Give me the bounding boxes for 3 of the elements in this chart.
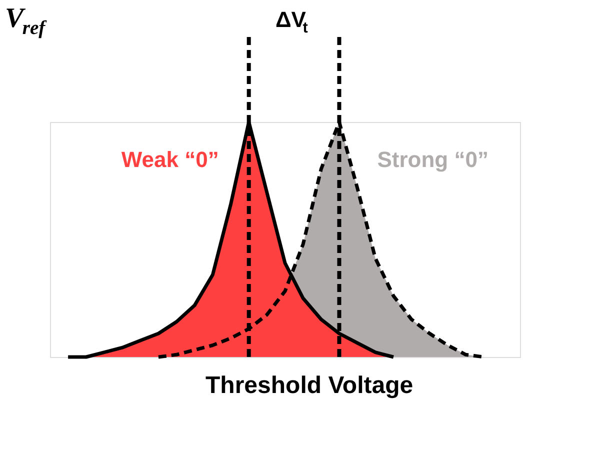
series-label: Weak “0” xyxy=(121,147,219,172)
series-label: Strong “0” xyxy=(377,147,488,172)
x-axis-title: Threshold Voltage xyxy=(206,372,414,399)
